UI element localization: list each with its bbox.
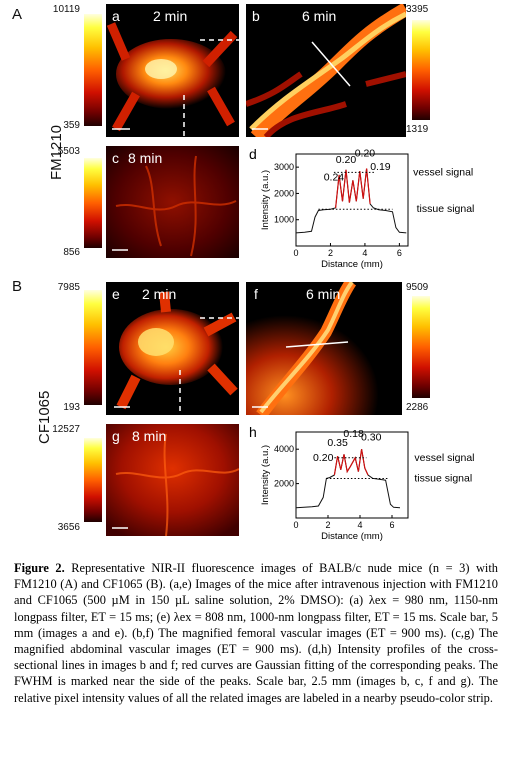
plot-h-xlabel: Distance (mm) — [321, 531, 383, 542]
plot-d-xtick-label: 2 — [328, 248, 333, 258]
cbar-e-min: 193 — [63, 402, 80, 413]
image-c-letter: c — [112, 150, 119, 166]
plot-h-ylabel: Intensity (a.u.) — [260, 445, 271, 505]
plot-d-ytick-label: 3000 — [274, 162, 294, 172]
image-b-content — [246, 4, 406, 137]
plot-h-ytick-label: 4000 — [274, 444, 294, 454]
colorbar-a — [84, 14, 102, 126]
colorbar-e — [84, 290, 102, 405]
cbar-c-max: 5503 — [57, 146, 80, 157]
plot-d-ytick-label: 1000 — [274, 215, 294, 225]
cbar-e-max: 7985 — [57, 282, 80, 293]
section-b-letter: B — [12, 278, 23, 295]
plot-h-fwhm-label: 0.35 — [327, 437, 348, 449]
colorbar-f — [412, 296, 430, 398]
image-g-time: 8 min — [132, 428, 167, 444]
caption-label: Figure 2. — [14, 561, 65, 575]
cbar-a-min: 359 — [63, 120, 80, 131]
plot-d-fwhm-label: 0.19 — [370, 161, 391, 173]
plot-h-gaussian-fit — [333, 449, 369, 476]
plot-d: 1000 2000 3000 0 2 4 6 Distance (mm) Intensity (… — [260, 148, 475, 270]
image-c-time: 8 min — [128, 150, 163, 166]
image-b-time: 6 min — [302, 8, 337, 24]
plot-d-fwhm-label: 0.24 — [324, 171, 345, 183]
image-f-content — [246, 282, 402, 415]
plot-h-xtick-label: 6 — [389, 520, 394, 530]
plot-d-ytick-label: 2000 — [274, 188, 294, 198]
cbar-a-max: 10119 — [52, 4, 80, 15]
plot-h-fwhm-label: 0.20 — [313, 452, 334, 464]
plot-h-frame — [295, 431, 409, 519]
plot-d-ylabel: Intensity (a.u.) — [260, 170, 271, 230]
image-c-content — [106, 146, 239, 258]
image-e: e 2 min — [106, 282, 239, 415]
plot-h: 2000 4000 0 2 4 6 Distance (mm) Intensity (a.u.… — [260, 428, 475, 542]
plot-h-letter: h — [249, 424, 257, 440]
plot-h-vessel-label: vessel signal — [414, 452, 474, 464]
plot-d-frame — [295, 153, 409, 247]
cbar-b-max: 3395 — [406, 4, 429, 15]
image-g-letter: g — [112, 428, 120, 444]
plot-h-fwhm-label: 0.18 — [343, 428, 364, 440]
image-a-time: 2 min — [153, 8, 188, 24]
image-a-content — [106, 22, 238, 132]
plot-d-xtick-label: 4 — [362, 248, 367, 258]
caption-text: Representative NIR-II fluorescence image… — [14, 561, 498, 705]
plot-d-vessel-label: vessel signal — [413, 166, 473, 178]
plot-h-xtick-label: 0 — [293, 520, 298, 530]
image-g-content — [106, 424, 239, 536]
image-c: c 8 min — [106, 146, 239, 258]
image-a-letter: a — [112, 8, 120, 24]
plot-d-xtick-label: 0 — [293, 248, 298, 258]
colorbar-c — [84, 158, 102, 248]
plot-d-xtick-label: 6 — [397, 248, 402, 258]
figure-caption: Figure 2. Representative NIR-II fluoresc… — [14, 560, 498, 706]
cbar-b-min: 1319 — [406, 124, 429, 135]
plot-h-xtick-label: 2 — [325, 520, 330, 530]
plot-h-ytick-label: 2000 — [274, 479, 294, 489]
image-f-time: 6 min — [306, 286, 341, 302]
cbar-g-max: 12527 — [52, 424, 80, 435]
image-a: a 2 min — [106, 4, 239, 137]
cbar-c-min: 856 — [63, 247, 80, 258]
image-e-time: 2 min — [142, 286, 177, 302]
plot-d-xlabel: Distance (mm) — [321, 259, 383, 270]
plot-d-fwhm-label: 0.20 — [355, 148, 376, 160]
image-f: f 6 min — [246, 282, 402, 415]
plot-h-xtick-label: 4 — [357, 520, 362, 530]
image-b-letter: b — [252, 8, 260, 24]
image-e-letter: e — [112, 286, 120, 302]
image-e-content — [114, 291, 238, 410]
cbar-g-min: 3656 — [57, 522, 80, 533]
colorbar-g — [84, 438, 102, 522]
plot-d-fwhm-label: 0.20 — [336, 154, 357, 166]
cbar-f-min: 2286 — [406, 402, 429, 413]
colorbar-b — [412, 20, 430, 120]
image-g: g 8 min — [106, 424, 239, 536]
plot-d-tissue-label: tissue signal — [417, 203, 475, 215]
plot-d-gaussian-fit — [335, 168, 371, 208]
image-b: b 6 min — [246, 4, 406, 137]
section-a-letter: A — [12, 6, 23, 23]
image-f-letter: f — [254, 286, 258, 302]
plot-d-letter: d — [249, 146, 257, 162]
plot-d-series-line — [295, 168, 407, 234]
plot-h-tissue-label: tissue signal — [414, 472, 472, 484]
cbar-f-max: 9509 — [406, 282, 429, 293]
plot-h-fwhm-label: 0.30 — [361, 432, 382, 444]
